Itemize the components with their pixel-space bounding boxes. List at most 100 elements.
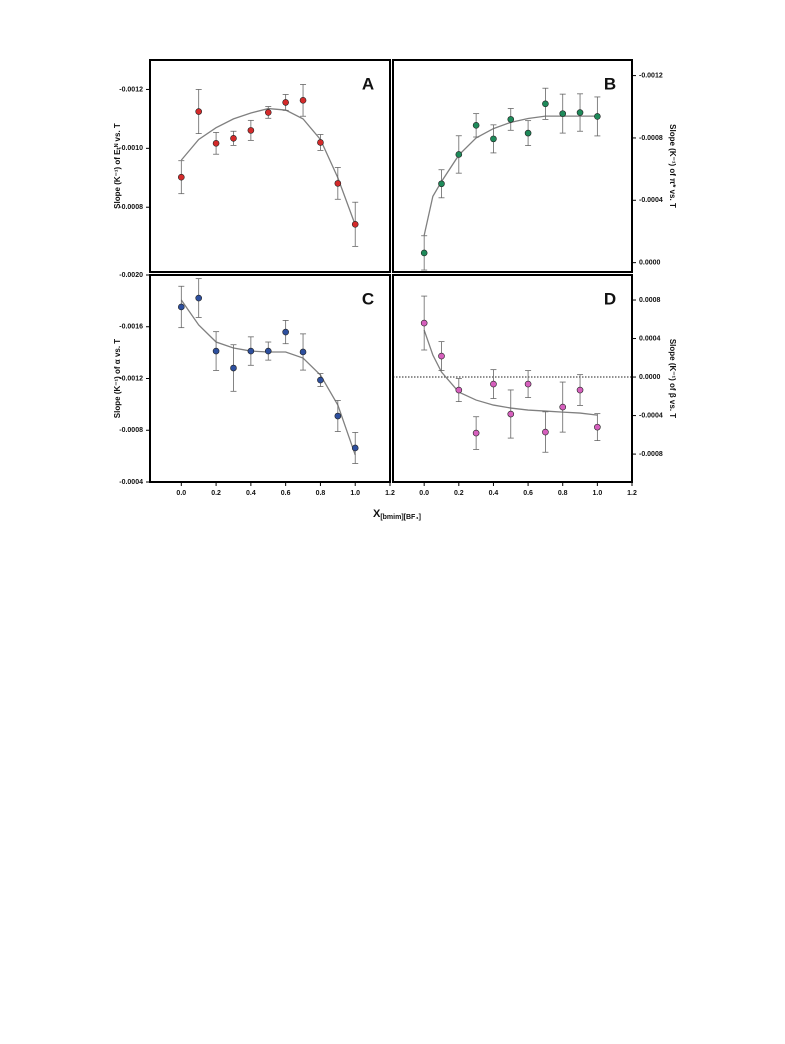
data-point bbox=[334, 412, 342, 420]
y-tick-label: 0.0000 bbox=[639, 374, 661, 381]
data-point bbox=[317, 139, 324, 146]
x-axis-title-main: X bbox=[373, 508, 381, 520]
panel-frame bbox=[392, 274, 633, 483]
data-point bbox=[195, 294, 202, 302]
data-point bbox=[299, 348, 307, 356]
fit-curve bbox=[180, 107, 356, 226]
data-point bbox=[247, 347, 255, 355]
y-tick-label: -0.0008 bbox=[639, 451, 663, 458]
x-tick-label: 1.2 bbox=[385, 490, 395, 497]
data-point bbox=[576, 386, 584, 394]
data-point bbox=[282, 328, 289, 336]
data-point bbox=[438, 352, 445, 360]
x-tick-label: 0.0 bbox=[176, 490, 186, 497]
y-tick-label: -0.0004 bbox=[119, 479, 143, 486]
panel-letter: A bbox=[362, 74, 374, 93]
data-point bbox=[420, 319, 428, 327]
data-point bbox=[230, 364, 237, 372]
x-tick-label: 1.0 bbox=[592, 490, 602, 497]
x-tick-label: 0.0 bbox=[419, 490, 429, 497]
y-tick-label: -0.0012 bbox=[119, 375, 143, 382]
data-point bbox=[490, 380, 497, 388]
y-tick-label: -0.0008 bbox=[639, 135, 663, 142]
data-point bbox=[247, 127, 255, 134]
y-tick-label: -0.0016 bbox=[119, 324, 143, 331]
data-point bbox=[212, 347, 220, 355]
y-axis-title: Slope (K⁻¹) of Eₜᴺ vs. T bbox=[113, 123, 122, 209]
y-tick-label: -0.0008 bbox=[119, 427, 143, 434]
panel: -0.0012 -0.0008 -0.0004 0.0000 B Slope (K⁻¹) … bbox=[392, 59, 677, 273]
x-tick-label: 0.8 bbox=[316, 490, 326, 497]
y-tick-label: -0.0008 bbox=[119, 204, 143, 211]
data-point bbox=[576, 109, 584, 116]
fit-curve bbox=[423, 115, 598, 236]
data-point bbox=[178, 303, 185, 311]
data-point bbox=[195, 108, 202, 115]
data-point bbox=[472, 429, 480, 437]
panel-letter: B bbox=[604, 74, 616, 93]
data-point bbox=[264, 347, 272, 355]
panel: -0.0020 -0.0016 -0.0012 -0.0008 -0.0004 0.0 0.… bbox=[113, 272, 395, 497]
data-point bbox=[230, 135, 237, 142]
y-tick-label: 0.0000 bbox=[639, 259, 661, 266]
x-tick-label: 0.2 bbox=[454, 490, 464, 497]
data-point bbox=[264, 109, 272, 116]
panel: 0.0008 0.0004 0.0000 -0.0004 -0.0008 0.0 0.2 0.… bbox=[392, 274, 677, 497]
y-tick-label: -0.0010 bbox=[119, 145, 143, 152]
y-tick-label: -0.0020 bbox=[119, 272, 143, 279]
y-axis-title: Slope (K⁻¹) of π* vs. T bbox=[668, 124, 677, 208]
data-point bbox=[594, 423, 601, 431]
x-axis-title-sub: [bmim][BF₄] bbox=[380, 514, 421, 521]
panel-frame bbox=[149, 274, 391, 483]
data-point bbox=[542, 428, 549, 436]
x-tick-label: 0.2 bbox=[211, 490, 221, 497]
panel-frame bbox=[149, 59, 391, 273]
y-tick-label: -0.0012 bbox=[639, 72, 663, 79]
data-point bbox=[507, 116, 515, 123]
data-point bbox=[472, 122, 480, 129]
x-tick-label: 0.6 bbox=[281, 490, 291, 497]
data-point bbox=[212, 140, 220, 147]
y-axis-title: Slope (K⁻¹) of α vs. T bbox=[113, 339, 122, 418]
y-tick-label: -0.0012 bbox=[119, 86, 143, 93]
data-point bbox=[420, 249, 428, 257]
y-tick-label: 0.0004 bbox=[639, 335, 661, 342]
y-tick-label: -0.0004 bbox=[639, 412, 663, 419]
x-tick-label: 0.4 bbox=[246, 490, 256, 497]
y-axis-title: Slope (K⁻¹) of β vs. T bbox=[668, 339, 677, 418]
data-point bbox=[455, 151, 463, 158]
panel-frame bbox=[392, 59, 633, 273]
data-point bbox=[507, 410, 515, 418]
y-tick-label: 0.0008 bbox=[639, 297, 661, 304]
fit-curve bbox=[180, 299, 356, 456]
y-tick-label: -0.0004 bbox=[639, 197, 663, 204]
data-point bbox=[351, 444, 359, 452]
panel-letter: D bbox=[604, 289, 616, 308]
data-point bbox=[524, 380, 532, 388]
data-point bbox=[351, 221, 359, 228]
panel-letter: C bbox=[362, 289, 374, 308]
x-tick-label: 0.6 bbox=[523, 490, 533, 497]
data-point bbox=[282, 99, 289, 106]
x-tick-label: 0.8 bbox=[558, 490, 568, 497]
data-point bbox=[334, 180, 342, 187]
data-point bbox=[178, 173, 185, 181]
data-point bbox=[299, 97, 307, 104]
fit-curve bbox=[423, 329, 598, 416]
x-tick-label: 1.2 bbox=[627, 490, 637, 497]
data-point bbox=[455, 386, 463, 394]
data-point bbox=[542, 100, 549, 108]
x-tick-label: 1.0 bbox=[350, 490, 360, 497]
data-point bbox=[594, 113, 601, 120]
data-point bbox=[524, 129, 532, 137]
x-axis-title: X[bmim][BF₄] bbox=[373, 508, 421, 521]
data-point bbox=[559, 403, 567, 411]
data-point bbox=[438, 180, 445, 188]
panel: -0.0012 -0.0010 -0.0008 A Slope (K⁻¹) of Eₜᴺ… bbox=[113, 59, 391, 273]
x-tick-label: 0.4 bbox=[489, 490, 499, 497]
data-point bbox=[490, 135, 497, 143]
data-point bbox=[317, 376, 324, 384]
data-point bbox=[559, 110, 567, 117]
